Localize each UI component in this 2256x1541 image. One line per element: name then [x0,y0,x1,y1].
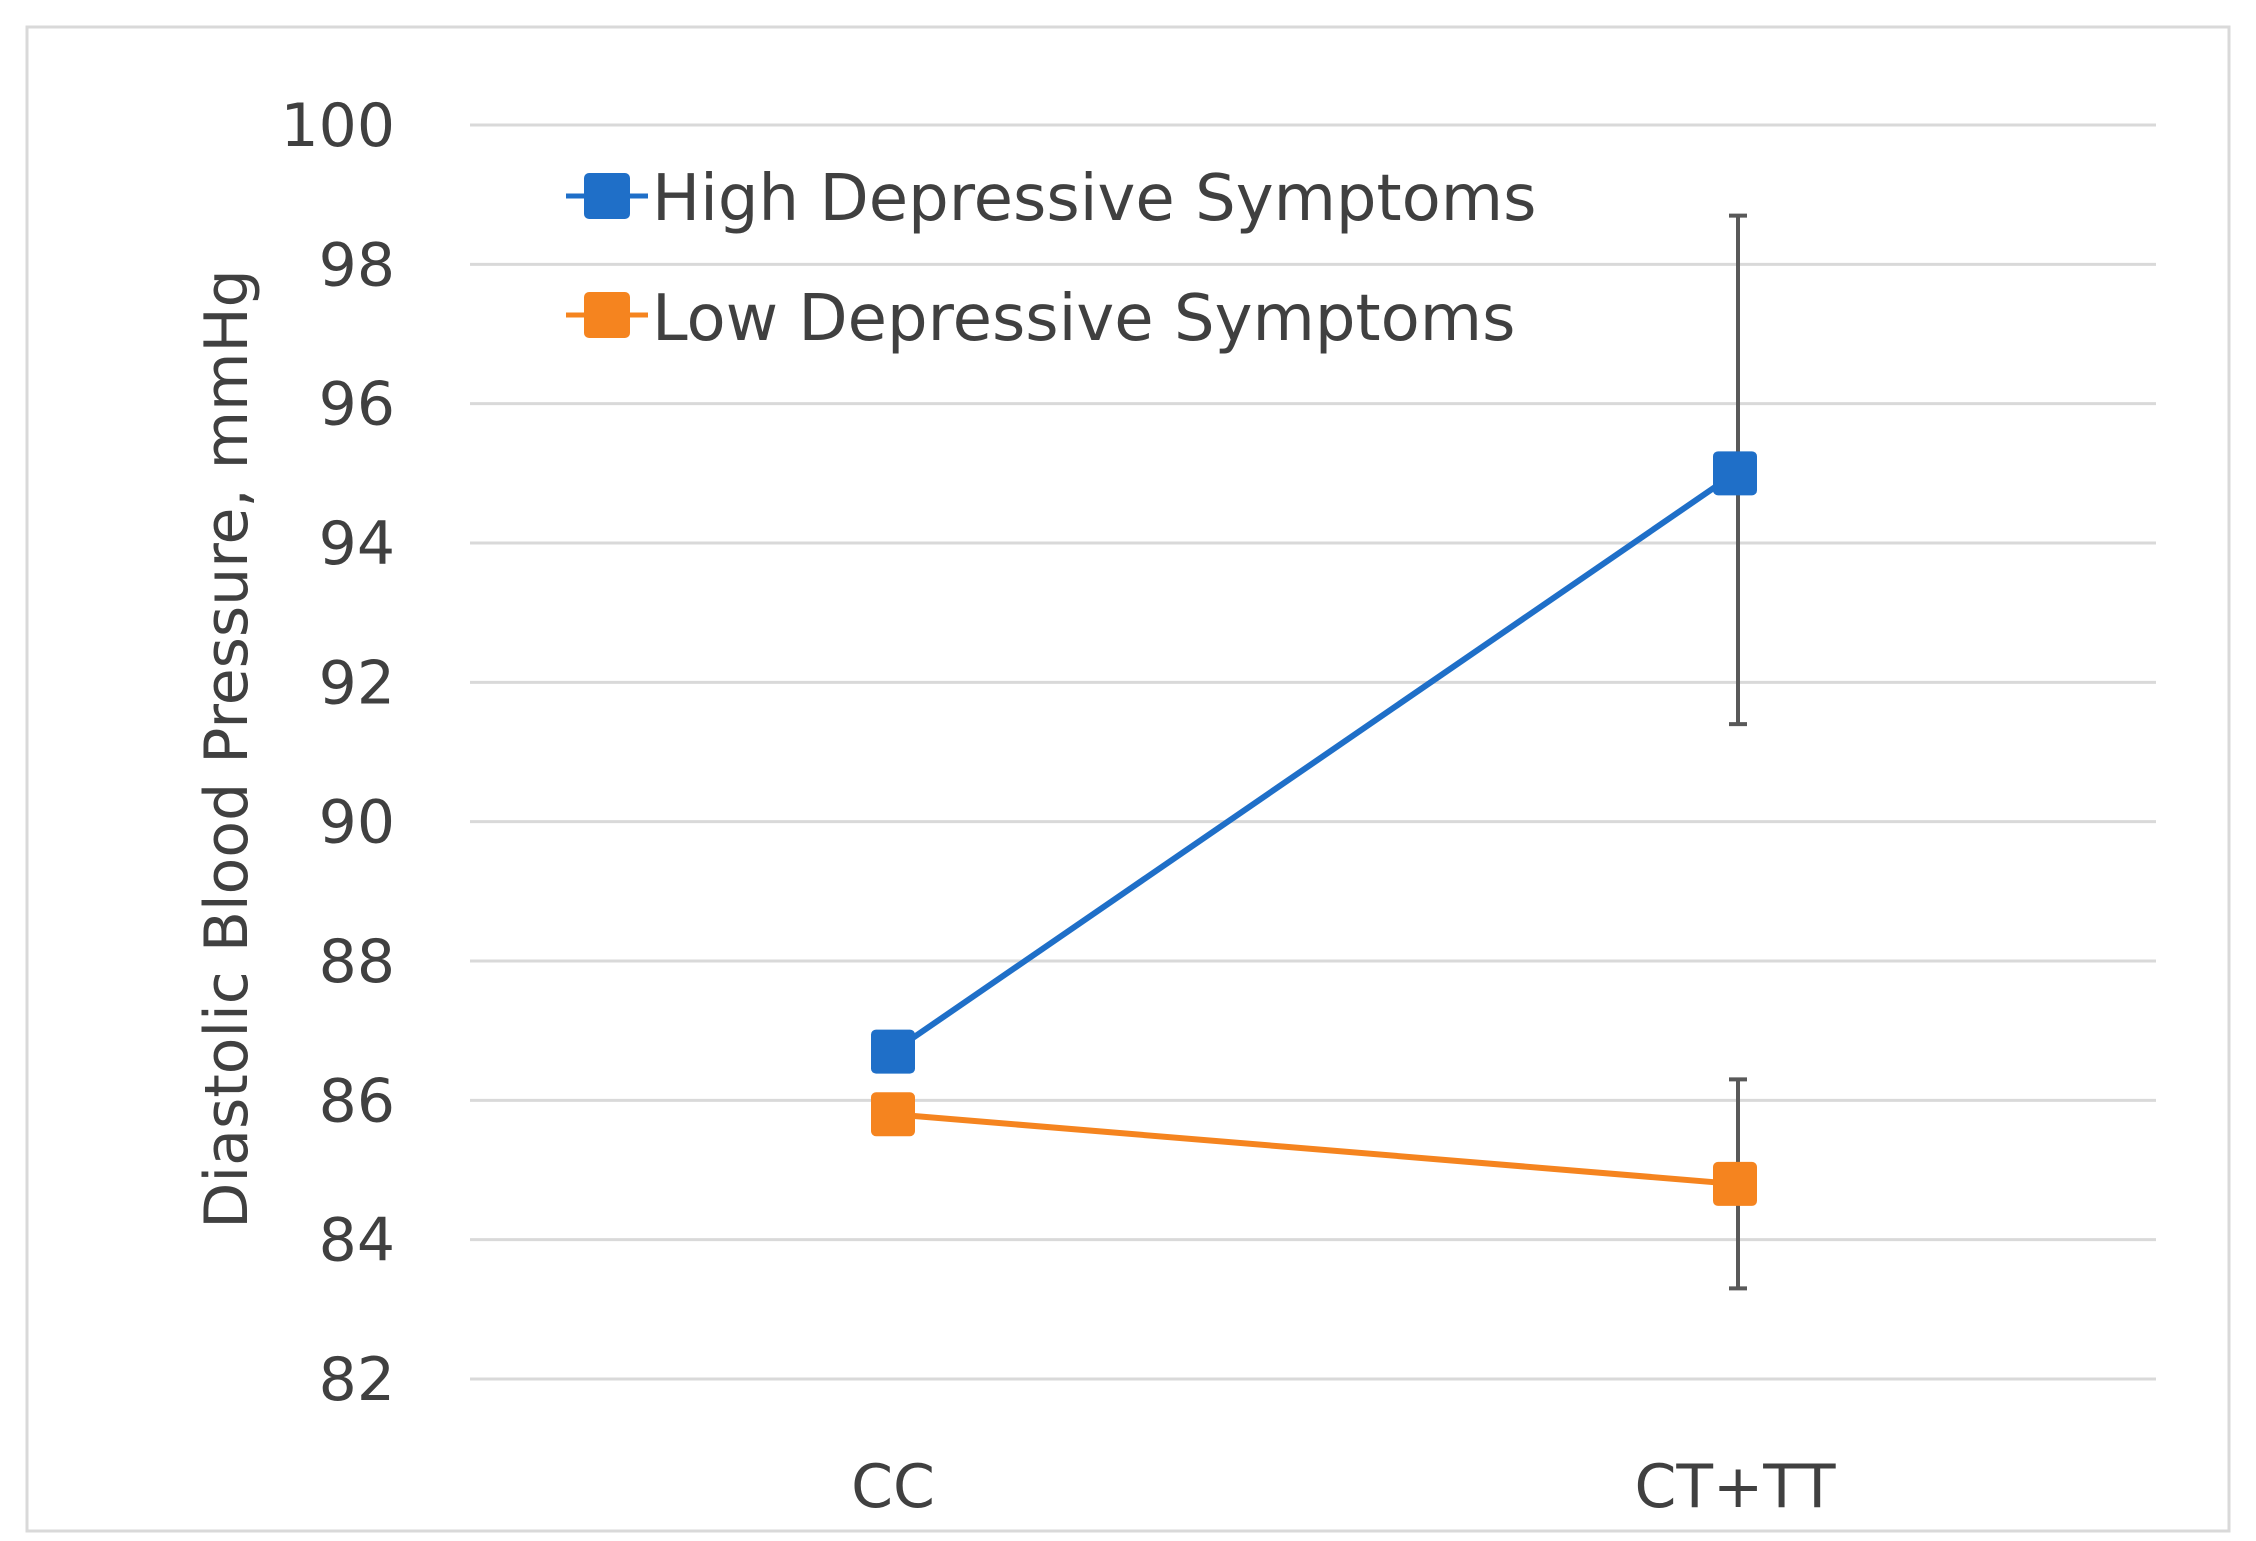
legend-entry-low: Low Depressive Symptoms [566,282,1515,356]
series-line-0 [891,470,1737,1055]
y-tick-label-84: 84 [319,1206,395,1276]
y-tick-label-94: 94 [319,509,395,579]
series-line-1 [892,1111,1736,1187]
y-tick-label-100: 100 [280,91,395,161]
y-tick-label-96: 96 [319,370,395,440]
y-tick-label-92: 92 [319,648,395,718]
data-point-0-0 [871,1029,915,1074]
legend-label-low: Low Depressive Symptoms [652,282,1515,356]
gridlines [470,123,2156,1381]
x-tick-label-cc: CC [851,1452,935,1522]
legend-label-high: High Depressive Symptoms [652,162,1536,236]
y-axis-ticks: 82 84 86 88 90 92 94 96 98 100 [280,91,395,1415]
legend-marker-low [584,292,630,338]
y-tick-label-86: 86 [319,1066,395,1136]
y-tick-label-82: 82 [319,1345,395,1415]
legend-marker-high [584,173,630,219]
y-axis-title: Diastolic Blood Pressure, mmHg [192,269,262,1228]
series-lines [871,451,1757,1206]
y-tick-label-98: 98 [319,230,395,300]
data-point-1-0 [871,1092,915,1137]
legend-entry-high: High Depressive Symptoms [566,162,1536,236]
y-tick-label-88: 88 [319,927,395,997]
data-point-0-1 [1713,451,1757,496]
x-axis-ticks: CC CT+TT [851,1452,1836,1522]
y-tick-label-90: 90 [319,788,395,858]
chart-border [25,25,2231,1533]
legend: High Depressive Symptoms Low Depressive … [566,162,1536,356]
data-point-1-1 [1713,1161,1757,1206]
x-tick-label-ct-tt: CT+TT [1634,1452,1835,1522]
